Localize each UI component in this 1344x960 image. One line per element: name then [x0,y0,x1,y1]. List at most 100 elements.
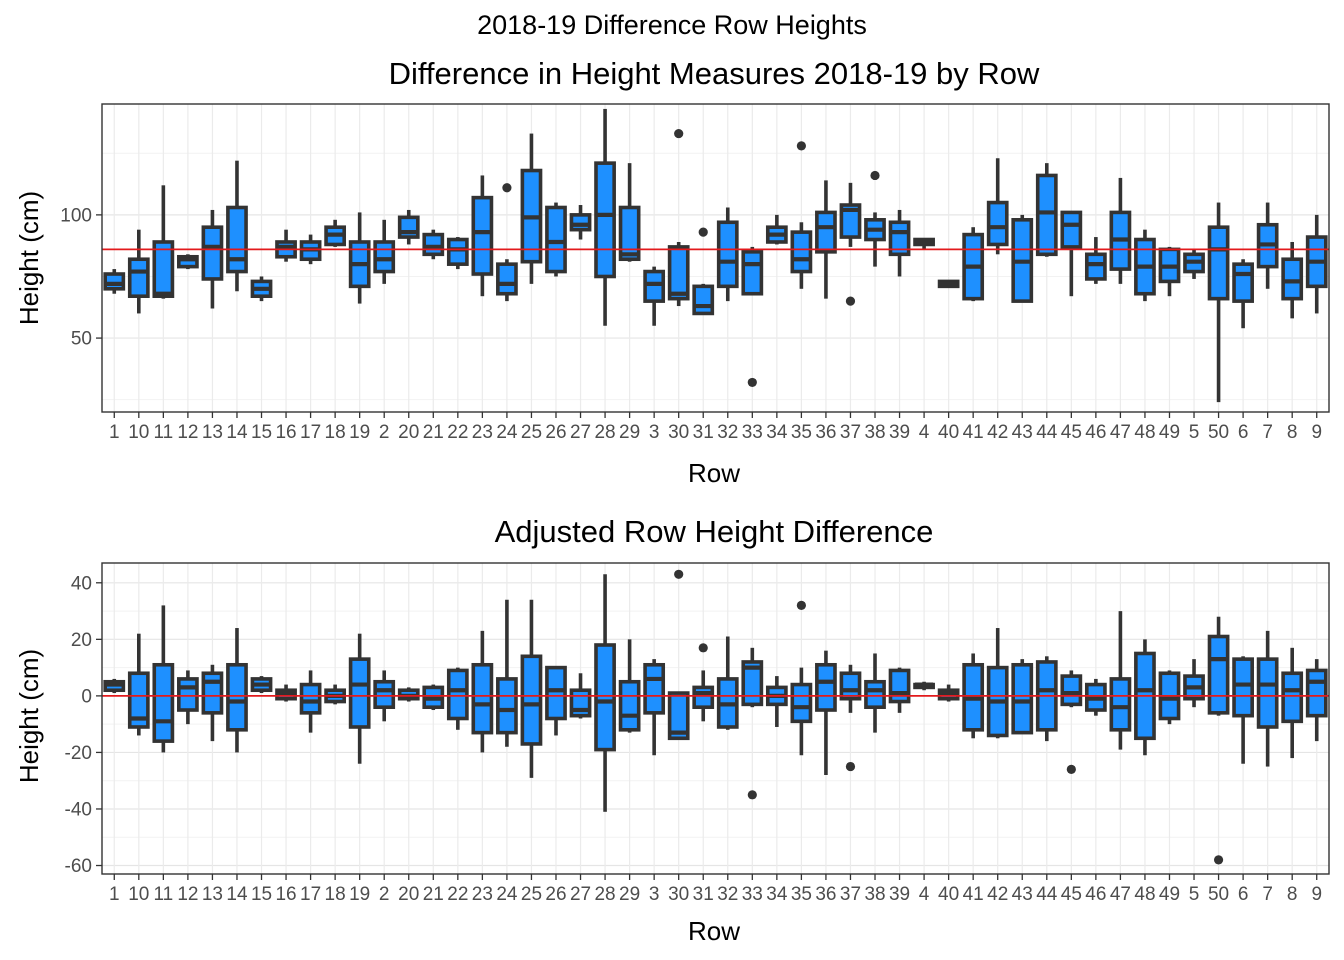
chart-bottom-x-tick-label: 23 [472,884,493,905]
chart-bottom-box-row-33 [741,647,764,708]
chart-top-box-row-28 [594,108,616,326]
chart-bottom-x-tick-label: 48 [1134,884,1155,905]
chart-bottom-x-tick-label: 41 [963,884,984,905]
chart-bottom-box-row-14 [226,628,248,753]
chart-bottom-x-tick-label: 28 [594,884,615,905]
chart-top-outlier-row-37 [845,296,856,306]
chart-bottom-box-row-45 [1060,670,1083,708]
chart-bottom-x-tick-label: 35 [791,884,812,905]
chart-bottom-x-tick-label: 43 [1012,884,1033,905]
chart-top-iqr-row-45 [1060,210,1083,249]
chart-bottom-outlier-row-33 [747,790,757,800]
chart-bottom-box-row-41 [962,653,985,739]
chart-bottom-x-tick-label: 47 [1110,884,1131,905]
chart-top-x-tick-label: 32 [717,422,738,443]
chart-top-box-row-44 [1035,163,1058,257]
chart-top-y-tick-label: 50 [71,329,92,350]
chart-bottom-x-tick-label: 25 [521,884,542,905]
chart-top-box-row-25 [520,133,543,284]
chart-top-x-tick-label: 33 [742,422,763,443]
chart-top-box-row-14 [226,160,248,292]
chart-bottom-iqr-row-6 [1232,657,1254,718]
chart-top-x-tick-label: 5 [1189,422,1200,443]
chart-top-x-tick-label: 36 [815,422,836,443]
chart-top-box-row-46 [1084,237,1107,284]
chart-top-outlier-row-30 [674,128,684,139]
chart-bottom-x-tick-label: 4 [919,884,930,905]
chart-bottom-iqr-row-36 [815,662,837,712]
chart-top-iqr-row-30 [667,245,690,301]
chart-bottom-box-row-16 [275,684,297,702]
chart-bottom-x-tick-label: 21 [423,884,444,905]
chart-top-iqr-row-11 [152,240,175,298]
chart-top-box-row-24 [496,259,518,302]
chart-top-x-tick-label: 28 [594,422,615,443]
chart-bottom-outlier-row-50 [1213,855,1224,865]
chart-top-outlier-row-33 [747,377,757,388]
chart-bottom-box-row-13 [201,664,224,742]
chart-top-outlier-row-24 [502,183,512,193]
chart-bottom-x-tick-label: 9 [1311,884,1322,905]
chart-bottom-box-row-48 [1134,639,1156,756]
chart-bottom-iqr-row-37 [839,671,862,701]
chart-top-x-tick-label: 48 [1134,422,1155,443]
chart-bottom-iqr-row-9 [1305,668,1328,718]
chart-bottom-y-tick-label: 20 [71,630,92,651]
chart-top-x-tick-label: 26 [545,422,566,443]
chart-top-x-tick-label: 15 [251,422,272,443]
chart-top-x-tick-label: 38 [864,422,885,443]
chart-top-x-tick-label: 27 [570,422,591,443]
chart-top-iqr-row-21 [422,232,445,257]
chart-top-box-row-6 [1232,259,1254,329]
chart-top-box-row-15 [250,276,273,302]
chart-bottom-x-axis: 1 10 11 12 13 14 15 16 17 18 19 2 20 21 22 23 24 25 26 27 28… [109,874,1322,905]
chart-top-outlier-row-38 [870,170,880,181]
chart-bottom-box-row-3 [643,659,666,756]
chart-bottom-iqr-row-31 [692,685,715,709]
chart-top-iqr-row-29 [618,205,641,262]
chart-bottom-iqr-row-26 [545,665,567,721]
chart-top-x-tick-label: 9 [1311,422,1322,443]
chart-bottom-iqr-row-33 [741,660,764,707]
chart-bottom-box-row-25 [520,599,543,778]
chart-top-box-row-4 [913,237,935,250]
chart-bottom-iqr-row-11 [152,662,175,743]
chart-top-box-row-27 [569,205,592,240]
chart-bottom-boxes [103,574,1328,812]
chart-bottom-box-row-4 [913,681,935,691]
chart-top-box-row-26 [545,202,567,277]
chart-top-x-tick-label: 19 [349,422,370,443]
chart-bottom-box-row-8 [1281,647,1304,759]
chart-top-x-tick-label: 44 [1036,422,1058,443]
chart-top-x-tick-label: 18 [325,422,346,443]
chart-top-box-row-31 [692,283,715,316]
chart-bottom-x-tick-label: 26 [545,884,566,905]
chart-top-box-row-45 [1060,210,1083,297]
chart-top-box-row-39 [888,209,911,277]
chart-bottom-box-row-12 [177,670,199,725]
chart-bottom-x-tick-label: 6 [1238,884,1249,905]
chart-bottom-x-tick-label: 33 [742,884,763,905]
chart-bottom-iqr-row-17 [299,682,322,715]
chart-bottom-box-row-7 [1256,630,1279,767]
chart-top-iqr-row-13 [201,225,224,281]
chart-top-y-axis: 50 100 [60,205,102,350]
chart-bottom-iqr-row-3 [643,662,666,715]
chart-bottom-y-tick-label: -60 [65,856,92,877]
chart-top-box-row-41 [962,227,985,302]
chart-top-iqr-row-3 [643,269,666,303]
chart-bottom-x-tick-label: 34 [766,884,788,905]
chart-bottom-iqr-row-14 [226,662,248,732]
chart-bottom-x-tick-label: 29 [619,884,640,905]
chart-bottom-box-row-1 [103,678,126,694]
chart-bottom-panel-border [101,562,1330,875]
chart-bottom-box-row-17 [299,670,322,733]
chart-top-iqr-row-22 [446,237,469,266]
chart-top-iqr-row-23 [471,195,494,276]
chart-bottom-x-tick-label: 12 [177,884,198,905]
chart-bottom-x-tick-label: 40 [938,884,959,905]
chart-top-x-tick-label: 16 [275,422,296,443]
chart-top-box-row-20 [397,209,420,245]
chart-top-outlier-row-31 [698,227,708,237]
chart-bottom-x-tick-label: 13 [202,884,223,905]
